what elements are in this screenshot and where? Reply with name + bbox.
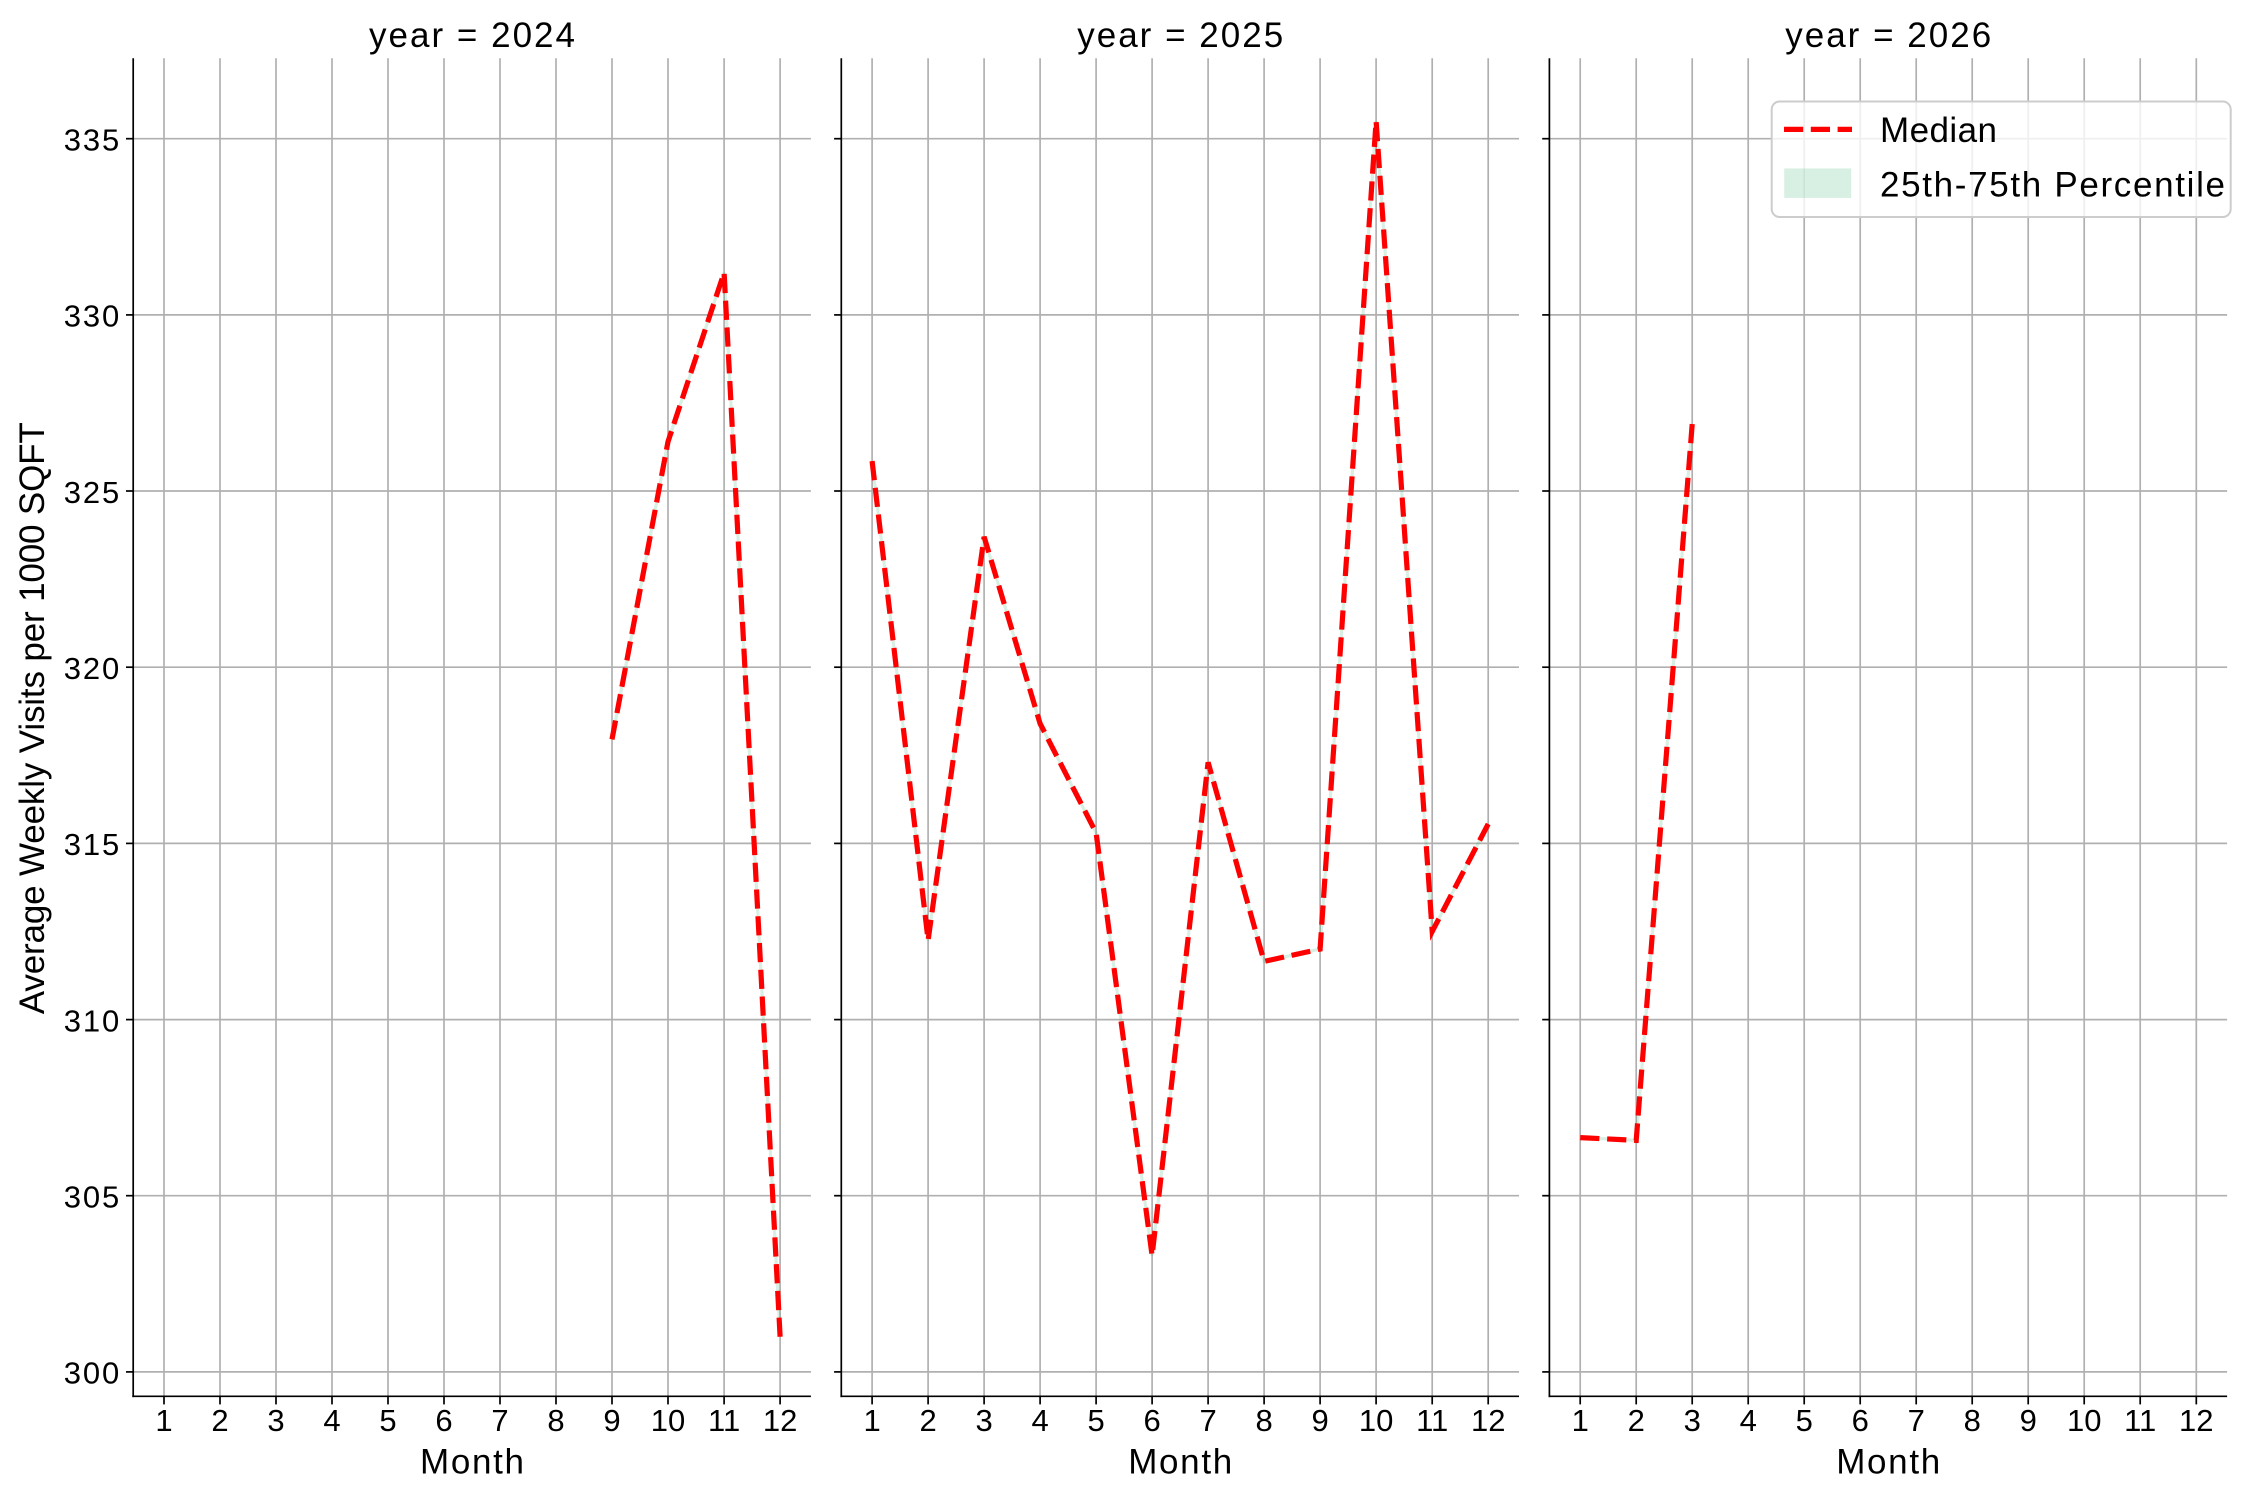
svg-text:6: 6: [1143, 1403, 1160, 1438]
svg-text:12: 12: [2179, 1403, 2213, 1438]
svg-text:335: 335: [64, 123, 120, 158]
svg-text:Average Weekly Visits per 1000: Average Weekly Visits per 1000 SQFT: [13, 422, 52, 1014]
svg-text:year = 2026: year = 2026: [1785, 16, 1991, 55]
svg-text:3: 3: [975, 1403, 992, 1438]
svg-text:Month: Month: [1128, 1443, 1232, 1482]
svg-text:year = 2025: year = 2025: [1077, 16, 1283, 55]
svg-text:10: 10: [2067, 1403, 2101, 1438]
svg-text:4: 4: [323, 1403, 340, 1438]
svg-text:5: 5: [1796, 1403, 1813, 1438]
svg-text:4: 4: [1740, 1403, 1757, 1438]
svg-text:4: 4: [1031, 1403, 1048, 1438]
svg-text:315: 315: [64, 827, 120, 862]
svg-text:Month: Month: [420, 1443, 524, 1482]
svg-text:6: 6: [435, 1403, 452, 1438]
svg-text:9: 9: [603, 1403, 620, 1438]
svg-text:3: 3: [1684, 1403, 1701, 1438]
svg-text:10: 10: [651, 1403, 685, 1438]
svg-text:2: 2: [1628, 1403, 1645, 1438]
svg-text:5: 5: [1087, 1403, 1104, 1438]
svg-text:9: 9: [1311, 1403, 1328, 1438]
svg-text:1: 1: [863, 1403, 880, 1438]
svg-text:310: 310: [64, 1003, 120, 1038]
svg-text:year = 2024: year = 2024: [369, 16, 575, 55]
svg-text:7: 7: [1908, 1403, 1925, 1438]
svg-text:8: 8: [1964, 1403, 1981, 1438]
svg-text:25th-75th Percentile: 25th-75th Percentile: [1880, 166, 2225, 205]
svg-text:12: 12: [763, 1403, 797, 1438]
svg-text:Median: Median: [1880, 111, 1997, 150]
svg-text:300: 300: [64, 1356, 120, 1391]
svg-text:325: 325: [64, 475, 120, 510]
svg-text:10: 10: [1359, 1403, 1393, 1438]
svg-text:1: 1: [155, 1403, 172, 1438]
svg-text:2: 2: [919, 1403, 936, 1438]
svg-text:3: 3: [267, 1403, 284, 1438]
svg-text:11: 11: [1416, 1403, 1448, 1438]
svg-text:320: 320: [64, 651, 120, 686]
svg-text:6: 6: [1852, 1403, 1869, 1438]
svg-text:11: 11: [2124, 1403, 2156, 1438]
svg-text:330: 330: [64, 299, 120, 334]
svg-text:5: 5: [379, 1403, 396, 1438]
svg-text:12: 12: [1471, 1403, 1505, 1438]
svg-text:Month: Month: [1836, 1443, 1940, 1482]
svg-text:1: 1: [1572, 1403, 1589, 1438]
svg-text:8: 8: [1255, 1403, 1272, 1438]
svg-text:7: 7: [1199, 1403, 1216, 1438]
svg-text:305: 305: [64, 1180, 120, 1215]
svg-text:7: 7: [491, 1403, 508, 1438]
svg-text:9: 9: [2020, 1403, 2037, 1438]
svg-text:11: 11: [708, 1403, 740, 1438]
svg-text:2: 2: [211, 1403, 228, 1438]
svg-text:8: 8: [547, 1403, 564, 1438]
